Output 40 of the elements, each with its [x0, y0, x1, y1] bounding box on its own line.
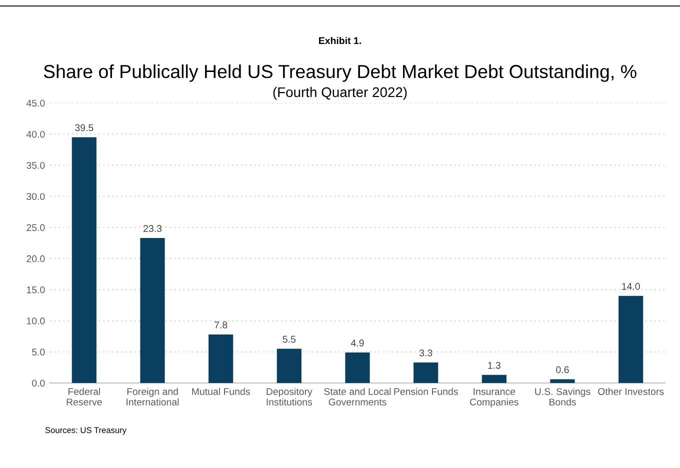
bar: [414, 362, 438, 383]
bar: [72, 137, 96, 383]
y-tick-label: 25.0: [26, 224, 45, 232]
data-label: 0.6: [556, 366, 569, 374]
x-tick-label: Pension Funds: [394, 388, 458, 395]
chart-subtitle: Share of Publically Held US Treasury Debt Market Debt Outstanding, % (Fourth Quarter 2022): [44, 64, 636, 100]
data-label: 7.8: [214, 321, 228, 328]
y-tick-label: 30.0: [26, 193, 45, 200]
bar: [482, 374, 506, 383]
data-label: 1.3: [488, 362, 500, 369]
x-tick-label: Mutual Funds: [192, 388, 250, 395]
data-label: 23.3: [144, 225, 162, 232]
x-tick-label: Insurance Companies: [470, 388, 518, 408]
bar: [208, 334, 234, 383]
x-tick-label: Depository Institutions: [266, 388, 312, 406]
y-tick-label: 10.0: [26, 318, 45, 324]
y-tick-label: 15.0: [26, 286, 45, 294]
bar: [345, 352, 370, 383]
x-tick-label: Foreign and International: [126, 388, 179, 406]
y-tick-label: 45.0: [26, 100, 45, 107]
data-label: 3.3: [419, 349, 432, 356]
x-tick-label: Other Investors: [598, 388, 664, 395]
y-tick-label: 5.0: [32, 348, 45, 356]
bar: [140, 238, 165, 383]
data-label: 14.0: [622, 282, 640, 290]
x-tick-label: Federal Reserve: [66, 388, 102, 406]
data-label: 39.5: [75, 124, 94, 132]
x-tick-label: U.S. Savings Bonds: [535, 388, 590, 406]
y-tick-label: 0.0: [32, 380, 45, 387]
y-tick-label: 35.0: [26, 162, 45, 169]
bar: [550, 379, 575, 383]
chart-title: Exhibit 1.: [319, 36, 361, 44]
bar: [618, 296, 644, 383]
bar: [276, 348, 302, 383]
data-label: 5.5: [282, 336, 296, 343]
y-tick-label: 20.0: [26, 255, 45, 262]
x-tick-label: State and Local Governments: [324, 388, 391, 406]
source-note: Sources: US Treasury: [45, 427, 126, 435]
y-tick-label: 40.0: [26, 130, 45, 138]
data-label: 4.9: [350, 340, 364, 346]
